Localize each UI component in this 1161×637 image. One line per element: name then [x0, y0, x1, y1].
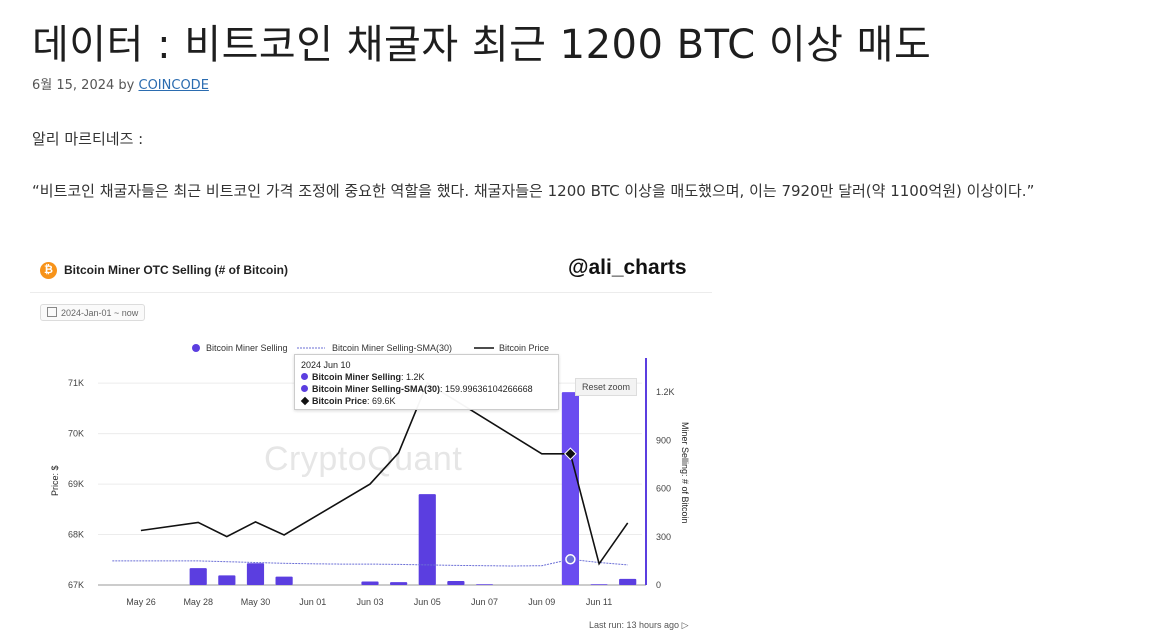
bar-miner-selling	[189, 568, 207, 585]
x-tick-label: Jun 09	[528, 597, 555, 607]
x-tick-label: Jun 05	[414, 597, 441, 607]
bar-miner-selling	[361, 581, 379, 585]
date-range-picker[interactable]: 2024-Jan-01 ~ now	[40, 304, 146, 321]
x-tick-label: Jun 01	[299, 597, 326, 607]
sma-line	[112, 558, 628, 567]
calendar-icon	[47, 307, 57, 317]
x-tick-label: Jun 07	[471, 597, 498, 607]
post-by: by	[118, 78, 135, 93]
tooltip-date: 2024 Jun 10	[301, 360, 351, 370]
y-left-tick-label: 70K	[68, 429, 84, 439]
date-range-label: 2024-Jan-01 ~ now	[61, 308, 139, 318]
legend-label: Bitcoin Price	[499, 343, 549, 353]
bar-miner-selling	[561, 392, 580, 585]
watermark: CryptoQuant	[264, 440, 463, 478]
chart-image: ₿ Bitcoin Miner OTC Selling (# of Bitcoi…	[30, 250, 712, 637]
x-tick-label: Jun 11	[586, 597, 612, 607]
y-left-tick-label: 71K	[68, 378, 84, 388]
legend-swatch-selling	[192, 344, 200, 352]
y-right-axis-title: Miner Selling: # of Bitcoin	[680, 422, 690, 524]
y-left-tick-label: 67K	[68, 580, 84, 590]
author-link[interactable]: COINCODE	[138, 78, 209, 93]
y-right-tick-label: 0	[656, 580, 661, 590]
y-left-tick-label: 69K	[68, 479, 84, 489]
tooltip-selling-label: Bitcoin Miner Selling	[312, 372, 402, 382]
tooltip-sma-value: : 159.99636104266668	[440, 384, 533, 394]
y-left-tick-label: 68K	[68, 530, 84, 540]
post-date: 6월 15, 2024	[32, 78, 115, 93]
bar-miner-selling	[619, 578, 637, 585]
quote-paragraph: “비트코인 채굴자들은 최근 비트코인 가격 조정에 중요한 역할을 했다. 채…	[32, 182, 1035, 200]
bar-miner-selling	[218, 575, 236, 585]
y-right-tick-label: 600	[656, 484, 671, 494]
bar-miner-selling	[418, 494, 436, 585]
y-right-tick-label: 900	[656, 435, 671, 445]
bar-miner-selling	[275, 576, 293, 585]
last-run-text: Last run: 13 hours ago	[589, 620, 680, 630]
tooltip-price-value: : 69.6K	[367, 396, 396, 406]
x-tick-label: May 26	[126, 597, 156, 607]
bar-miner-selling	[475, 584, 494, 585]
legend-label: Bitcoin Miner Selling-SMA(30)	[332, 343, 452, 353]
sma-dot-icon	[301, 385, 308, 392]
tooltip-selling-value: : 1.2K	[401, 372, 425, 382]
tooltip-price-label: Bitcoin Price	[312, 396, 368, 406]
author-handle: @ali_charts	[568, 256, 687, 279]
x-tick-label: Jun 03	[356, 597, 383, 607]
chart-tooltip: 2024 Jun 10 Bitcoin Miner Selling: 1.2K …	[294, 354, 559, 410]
bar-miner-selling	[390, 582, 408, 585]
price-hover-point	[564, 447, 577, 461]
legend-label: Bitcoin Miner Selling	[206, 343, 288, 353]
bar-miner-selling	[447, 580, 465, 585]
bar-miner-selling	[590, 584, 608, 585]
y-left-axis-title: Price: $	[50, 465, 60, 496]
x-tick-label: May 28	[183, 597, 213, 607]
chart-header-divider	[30, 292, 712, 293]
y-right-tick-label: 300	[656, 532, 671, 542]
selling-dot-icon	[301, 373, 308, 380]
post-title: 데이터 : 비트코인 채굴자 최근 1200 BTC 이상 매도	[32, 22, 932, 68]
bar-miner-selling	[246, 563, 265, 585]
last-run-label: Last run: 13 hours ago ▷	[589, 620, 689, 631]
post-meta: 6월 15, 2024 by COINCODE	[32, 74, 209, 93]
chart-plot: Bitcoin Miner Selling Bitcoin Miner Selli…	[50, 343, 690, 607]
reset-zoom-button[interactable]: Reset zoom	[575, 378, 638, 396]
x-tick-label: May 30	[241, 597, 271, 607]
y-right-tick-label: 1.2K	[656, 387, 675, 397]
tooltip-sma-label: Bitcoin Miner Selling-SMA(30)	[312, 384, 441, 394]
speaker-line: 알리 마르티네즈 :	[32, 130, 144, 148]
price-line	[140, 381, 629, 566]
price-diamond-icon	[300, 396, 310, 406]
bitcoin-logo-icon: ₿	[40, 262, 57, 279]
play-icon[interactable]: ▷	[681, 620, 689, 630]
chart-title: Bitcoin Miner OTC Selling (# of Bitcoin)	[64, 263, 288, 277]
sma-hover-point	[565, 554, 576, 565]
